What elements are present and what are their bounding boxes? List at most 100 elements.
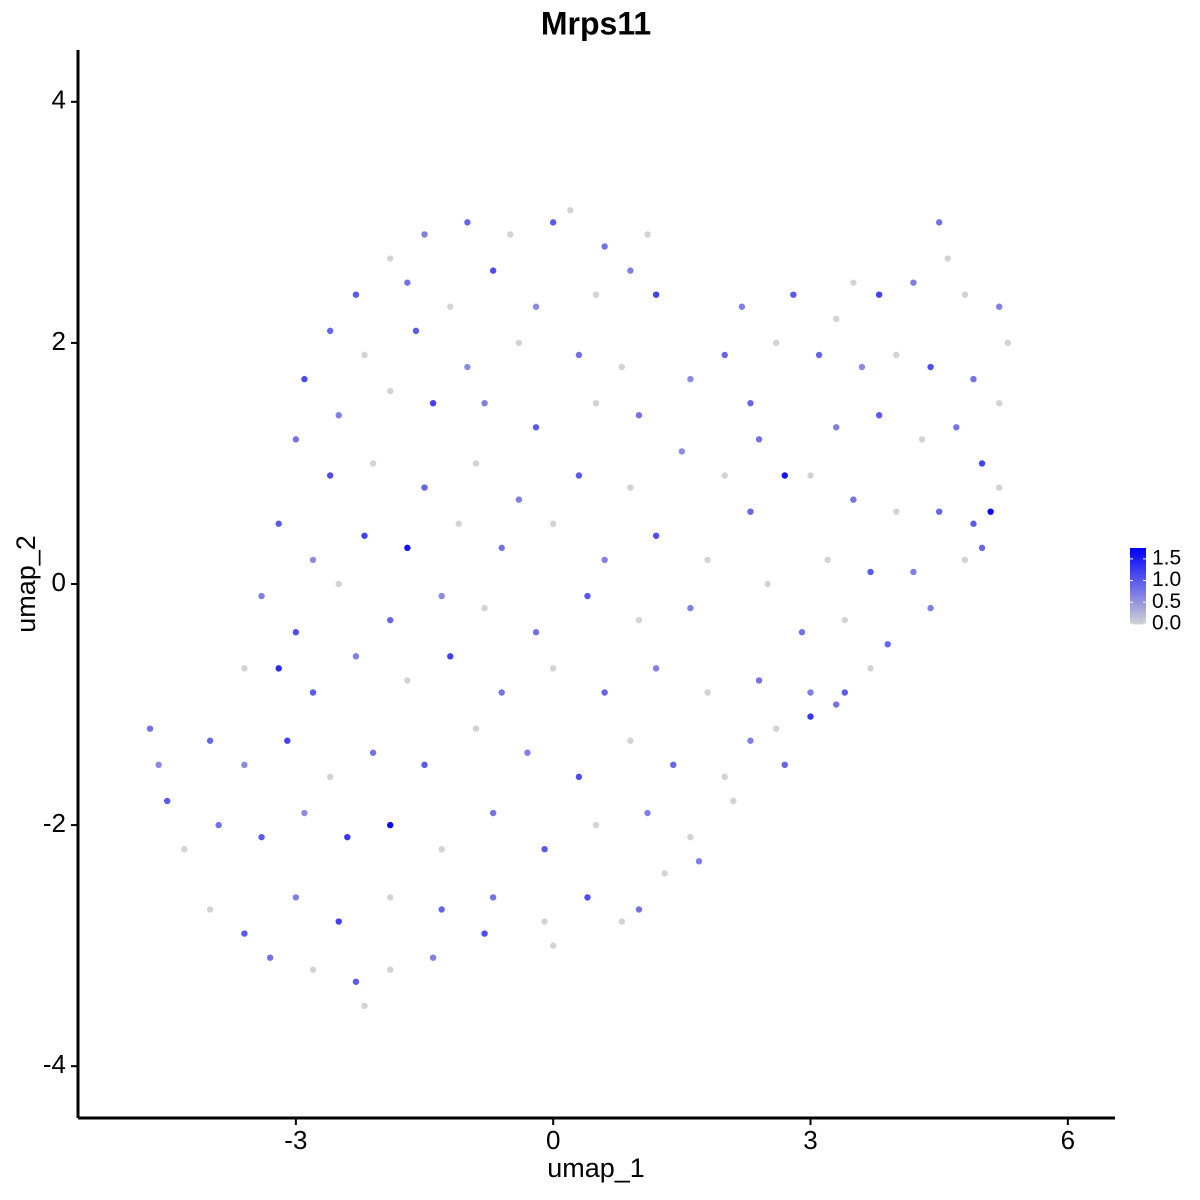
point [146, 725, 154, 732]
point [764, 580, 771, 588]
point [704, 556, 711, 564]
x-tick-label: -3 [284, 1125, 307, 1155]
point [618, 918, 626, 925]
point [721, 472, 728, 479]
point [258, 833, 265, 841]
point [1004, 339, 1011, 347]
colorbar-segment [1130, 605, 1146, 608]
point [455, 520, 463, 527]
colorbar-segment [1130, 555, 1146, 558]
point [361, 532, 368, 539]
x-tick-label: 3 [803, 1125, 817, 1155]
point [241, 665, 248, 672]
point [481, 930, 488, 937]
point [627, 267, 634, 274]
point [301, 375, 308, 383]
point [833, 424, 840, 431]
point [618, 363, 626, 371]
point [935, 219, 943, 226]
point [833, 315, 840, 323]
point [635, 906, 643, 913]
point [326, 773, 334, 781]
point [592, 291, 600, 298]
point [635, 412, 643, 419]
colorbar-segment [1130, 593, 1146, 596]
point [481, 399, 488, 407]
colorbar-segment [1130, 603, 1146, 606]
point [387, 387, 394, 395]
point [275, 520, 282, 527]
point [893, 508, 900, 515]
colorbar-segment [1130, 610, 1146, 614]
point [412, 327, 420, 335]
point [275, 665, 282, 672]
point [644, 231, 651, 238]
point [181, 845, 188, 853]
point [781, 472, 788, 479]
point [369, 749, 377, 756]
point [584, 592, 591, 600]
point [987, 508, 994, 515]
colorbar-segment [1130, 553, 1146, 557]
point [498, 544, 505, 552]
point [652, 291, 660, 298]
point [241, 930, 248, 937]
colorbar-segment [1130, 578, 1146, 581]
point [292, 629, 300, 636]
point [841, 616, 849, 624]
point [910, 568, 917, 576]
point [875, 412, 883, 419]
colorbar-segment [1130, 567, 1146, 570]
point [927, 363, 934, 371]
colorbar-segment [1130, 551, 1146, 555]
point [404, 677, 411, 684]
point [549, 942, 557, 949]
point [918, 436, 926, 443]
point [335, 412, 342, 419]
colorbar-segment [1130, 599, 1146, 602]
point [429, 399, 437, 407]
colorbar-segment [1130, 559, 1146, 562]
point [584, 894, 591, 901]
point [961, 556, 969, 564]
colorbar-segment [1130, 557, 1146, 560]
point [601, 689, 608, 696]
point [438, 906, 445, 913]
point [515, 339, 523, 347]
point [472, 460, 480, 467]
point [601, 243, 608, 250]
point [747, 737, 754, 744]
colorbar-segment [1130, 568, 1146, 572]
colorbar-segment [1130, 548, 1146, 551]
point [721, 773, 728, 781]
point [541, 845, 548, 853]
colorbar-segment [1130, 570, 1146, 574]
point [421, 484, 428, 491]
point [601, 556, 608, 564]
point [515, 496, 523, 503]
point [996, 484, 1003, 491]
x-tick-label: 6 [1061, 1125, 1075, 1155]
colorbar-segment [1130, 586, 1146, 589]
point [447, 653, 454, 660]
point [438, 592, 445, 600]
colorbar-label: 0.5 [1152, 590, 1181, 613]
point [747, 508, 754, 515]
colorbar-label: 0.0 [1152, 612, 1181, 635]
point [627, 737, 634, 744]
point [387, 966, 394, 973]
point [970, 375, 977, 383]
point [549, 665, 557, 672]
point [644, 809, 651, 817]
colorbar-segment [1130, 612, 1146, 615]
colorbar-segment [1130, 597, 1146, 600]
colorbar-label: 1.5 [1152, 546, 1181, 569]
point [953, 424, 960, 431]
point [352, 978, 360, 985]
point [464, 363, 471, 371]
colorbar-segment [1130, 608, 1146, 612]
point [532, 303, 540, 310]
colorbar-segment [1130, 565, 1146, 568]
